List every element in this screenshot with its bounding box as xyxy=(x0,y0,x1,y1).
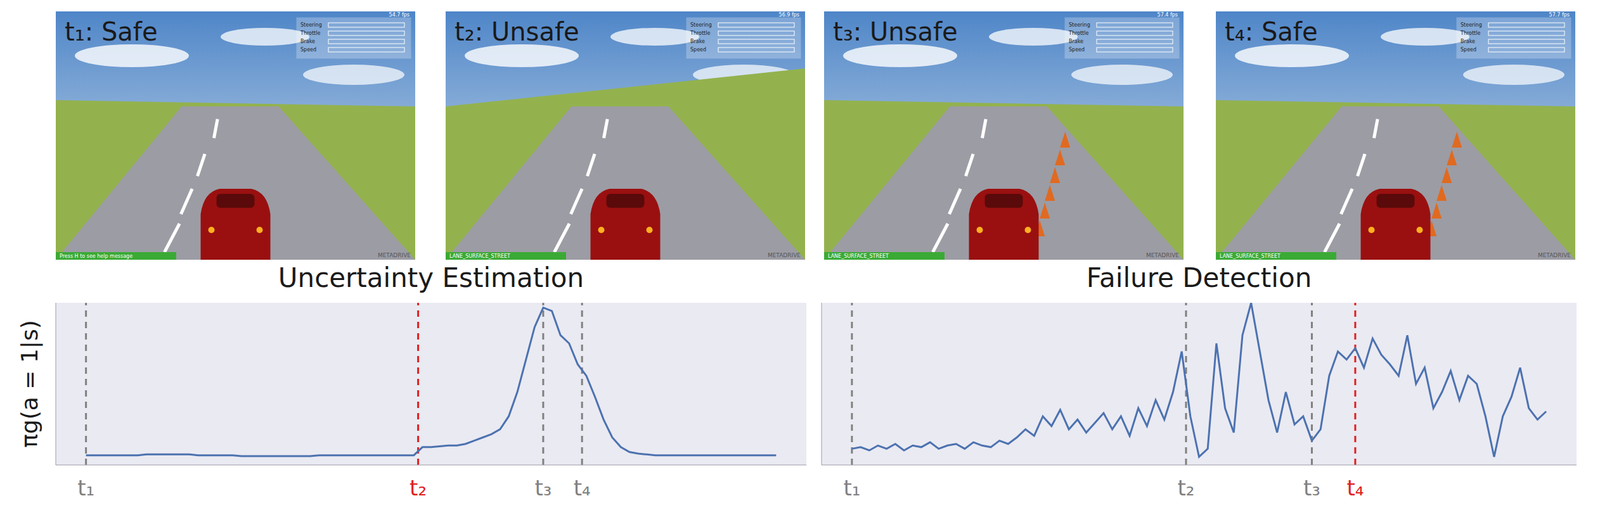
svg-text:Steering: Steering xyxy=(690,22,712,28)
svg-text:t₄: Safe: t₄: Safe xyxy=(1224,17,1318,47)
svg-text:t₂: t₂ xyxy=(1177,475,1195,501)
svg-text:Brake: Brake xyxy=(1068,38,1084,45)
svg-text:t₄: t₄ xyxy=(1346,475,1364,501)
svg-text:Throttle: Throttle xyxy=(689,30,710,37)
svg-text:METADRIVE: METADRIVE xyxy=(767,252,801,259)
html-text:Uncertainty Estimation: Uncertainty Estimation xyxy=(278,262,584,294)
svg-text:Speed: Speed xyxy=(300,46,317,53)
svg-text:Steering: Steering xyxy=(1068,22,1091,28)
svg-text:t₁: t₁ xyxy=(77,475,95,501)
svg-text:LANE_SURFACE_STREET: LANE_SURFACE_STREET xyxy=(449,253,511,260)
svg-text:57.4 fps: 57.4 fps xyxy=(1157,12,1178,18)
svg-text:Brake: Brake xyxy=(300,38,316,45)
svg-text:57.7 fps: 57.7 fps xyxy=(1549,12,1570,18)
svg-text:Throttle: Throttle xyxy=(299,30,321,37)
svg-text:Speed: Speed xyxy=(690,46,707,53)
html-text:πg(a = 1|s): πg(a = 1|s) xyxy=(16,320,43,449)
svg-text:Brake: Brake xyxy=(690,38,705,45)
svg-text:t₁: Safe: t₁: Safe xyxy=(64,17,158,47)
svg-text:54.7 fps: 54.7 fps xyxy=(389,12,410,18)
svg-text:Throttle: Throttle xyxy=(1068,30,1089,37)
svg-text:LANE_SURFACE_STREET: LANE_SURFACE_STREET xyxy=(1219,253,1281,260)
svg-text:Throttle: Throttle xyxy=(1459,30,1481,37)
svg-text:Speed: Speed xyxy=(1068,46,1085,53)
svg-text:METADRIVE: METADRIVE xyxy=(1537,252,1571,259)
html-text:Failure Detection: Failure Detection xyxy=(1086,262,1312,294)
svg-text:Brake: Brake xyxy=(1460,38,1476,45)
svg-text:t₃: Unsafe: t₃: Unsafe xyxy=(832,17,958,47)
svg-text:Steering: Steering xyxy=(1460,22,1483,28)
svg-text:t₁: t₁ xyxy=(843,475,861,501)
svg-text:Steering: Steering xyxy=(300,22,323,28)
svg-text:t₄: t₄ xyxy=(573,475,591,501)
svg-text:METADRIVE: METADRIVE xyxy=(1146,252,1180,259)
svg-text:t₃: t₃ xyxy=(534,475,552,501)
svg-text:t₃: t₃ xyxy=(1303,475,1321,501)
svg-text:LANE_SURFACE_STREET: LANE_SURFACE_STREET xyxy=(827,253,889,260)
svg-text:METADRIVE: METADRIVE xyxy=(377,252,411,259)
svg-text:t₂: t₂ xyxy=(409,475,427,501)
svg-text:Press H to see help message: Press H to see help message xyxy=(59,253,133,260)
svg-text:t₂: Unsafe: t₂: Unsafe xyxy=(454,17,580,47)
svg-text:Speed: Speed xyxy=(1460,46,1477,53)
svg-text:56.9 fps: 56.9 fps xyxy=(779,12,800,18)
